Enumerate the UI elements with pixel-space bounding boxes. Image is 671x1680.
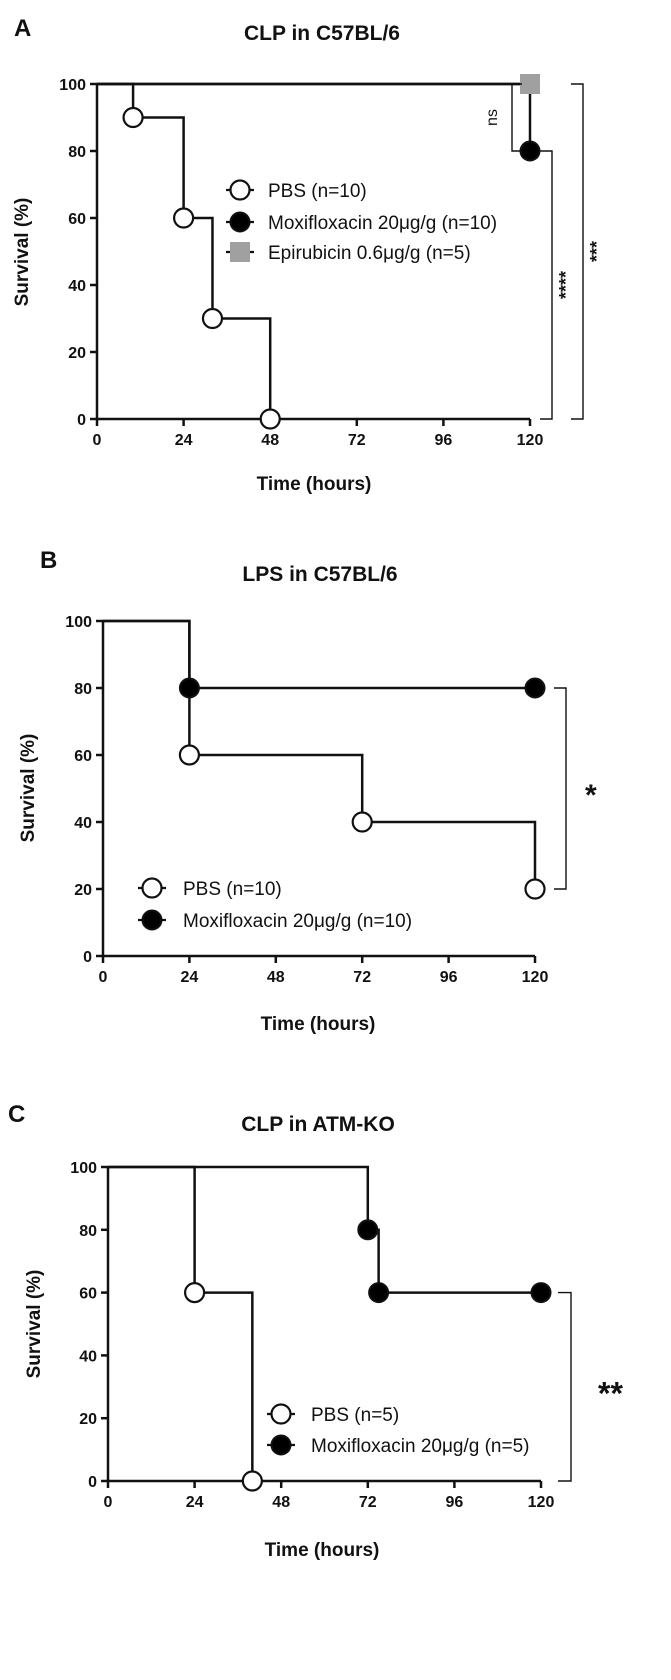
open-circle-point bbox=[184, 1281, 206, 1304]
legend-marker bbox=[270, 1434, 292, 1456]
y-tick-label: 0 bbox=[88, 1474, 97, 1491]
panel-letter: B bbox=[40, 547, 57, 574]
y-tick-label: 100 bbox=[59, 77, 86, 94]
legend-marker bbox=[270, 1403, 292, 1425]
panel-letter: C bbox=[8, 1101, 25, 1128]
filled-circle-point bbox=[368, 1282, 390, 1304]
y-tick-label: 100 bbox=[65, 614, 92, 631]
legend-label: Moxifloxacin 20μg/g (n=5) bbox=[311, 1436, 529, 1457]
open-circle-point bbox=[524, 878, 546, 900]
significance-label: *** bbox=[587, 241, 607, 262]
open-circle-point bbox=[173, 207, 195, 229]
x-tick-label: 48 bbox=[272, 1494, 290, 1511]
x-tick-label: 0 bbox=[104, 1494, 113, 1511]
legend-label: PBS (n=5) bbox=[311, 1405, 399, 1426]
y-tick-label: 40 bbox=[79, 1348, 97, 1365]
open-circle-point bbox=[122, 106, 144, 129]
x-tick-label: 72 bbox=[359, 1494, 377, 1511]
x-tick-label: 72 bbox=[353, 969, 371, 986]
open-circle-point bbox=[178, 744, 200, 766]
survival-curve bbox=[103, 619, 537, 889]
open-circle-point bbox=[241, 1470, 263, 1492]
y-axis-label: Survival (%) bbox=[24, 1270, 45, 1379]
legend-label: PBS (n=10) bbox=[183, 879, 282, 900]
open-circle-point bbox=[259, 408, 281, 430]
y-tick-label: 40 bbox=[68, 278, 86, 295]
legend-marker bbox=[141, 909, 163, 931]
x-axis-label: Time (hours) bbox=[261, 1014, 376, 1035]
y-tick-label: 80 bbox=[79, 1223, 97, 1240]
y-tick-label: 20 bbox=[79, 1411, 97, 1428]
legend-label: Moxifloxacin 20μg/g (n=10) bbox=[183, 911, 412, 932]
significance-label: ns bbox=[484, 109, 501, 126]
filled-circle-point bbox=[524, 677, 546, 699]
y-tick-label: 20 bbox=[68, 345, 86, 362]
significance-label: **** bbox=[556, 271, 576, 299]
survival-curve bbox=[108, 1165, 254, 1481]
y-axis-label: Survival (%) bbox=[18, 734, 39, 843]
legend-label: PBS (n=10) bbox=[268, 181, 367, 202]
x-tick-label: 96 bbox=[435, 432, 453, 449]
filled-circle-point bbox=[357, 1219, 379, 1241]
legend-marker bbox=[229, 179, 251, 201]
legend-marker bbox=[229, 211, 251, 233]
y-tick-label: 60 bbox=[74, 748, 92, 765]
x-tick-label: 120 bbox=[517, 432, 544, 449]
open-circle-point bbox=[351, 811, 373, 833]
significance-label: ** bbox=[598, 1375, 623, 1411]
significance-bracket bbox=[554, 687, 567, 890]
x-axis-label: Time (hours) bbox=[257, 474, 372, 495]
filled-circle-point bbox=[519, 140, 541, 162]
filled-circle-point bbox=[178, 677, 200, 699]
x-axis-label: Time (hours) bbox=[265, 1540, 380, 1561]
chart-panel-b: B LPS in C57BL/6 0 20 40 60 80 100 0 24 48 72 96 120 T… bbox=[18, 547, 597, 1035]
chart-title: CLP in C57BL/6 bbox=[244, 22, 400, 45]
x-tick-label: 24 bbox=[175, 432, 193, 449]
significance-bracket bbox=[571, 83, 584, 420]
gray-square-point bbox=[520, 74, 540, 94]
x-tick-label: 0 bbox=[93, 432, 102, 449]
y-tick-label: 100 bbox=[70, 1160, 97, 1177]
significance-bracket bbox=[511, 83, 522, 152]
y-tick-label: 20 bbox=[74, 882, 92, 899]
legend-label: Epirubicin 0.6μg/g (n=5) bbox=[268, 243, 471, 264]
x-tick-label: 24 bbox=[181, 969, 199, 986]
significance-bracket bbox=[540, 150, 553, 420]
survival-curve bbox=[103, 619, 535, 690]
panel-letter: A bbox=[14, 15, 31, 42]
x-tick-label: 24 bbox=[186, 1494, 204, 1511]
x-tick-label: 0 bbox=[99, 969, 108, 986]
open-circle-point bbox=[201, 307, 224, 330]
x-tick-label: 96 bbox=[446, 1494, 464, 1511]
filled-circle-point bbox=[530, 1282, 552, 1304]
y-tick-label: 0 bbox=[77, 412, 86, 429]
y-tick-label: 60 bbox=[79, 1286, 97, 1303]
legend-label: Moxifloxacin 20μg/g (n=10) bbox=[268, 213, 497, 234]
y-tick-label: 40 bbox=[74, 815, 92, 832]
chart-panel-a: A CLP in C57BL/6 0 20 40 60 80 100 0 24 48 72 96 120 T… bbox=[12, 15, 607, 495]
y-tick-label: 0 bbox=[83, 949, 92, 966]
x-tick-label: 48 bbox=[267, 969, 285, 986]
x-tick-label: 72 bbox=[348, 432, 366, 449]
y-tick-label: 60 bbox=[68, 211, 86, 228]
chart-title: CLP in ATM-KO bbox=[241, 1113, 395, 1136]
legend-marker bbox=[141, 877, 163, 899]
survival-curve bbox=[108, 1165, 541, 1294]
x-tick-label: 96 bbox=[440, 969, 458, 986]
y-axis-label: Survival (%) bbox=[12, 198, 33, 307]
x-tick-label: 120 bbox=[522, 969, 549, 986]
x-tick-label: 120 bbox=[528, 1494, 555, 1511]
y-tick-label: 80 bbox=[74, 681, 92, 698]
significance-label: * bbox=[585, 779, 597, 812]
chart-panel-c: C CLP in ATM-KO 0 20 40 60 80 100 0 24 48 72 96 120 Ti… bbox=[8, 1101, 623, 1561]
legend-marker bbox=[230, 242, 250, 262]
chart-title: LPS in C57BL/6 bbox=[242, 563, 397, 586]
y-tick-label: 80 bbox=[68, 144, 86, 161]
x-tick-label: 48 bbox=[261, 432, 279, 449]
significance-bracket bbox=[558, 1291, 572, 1482]
